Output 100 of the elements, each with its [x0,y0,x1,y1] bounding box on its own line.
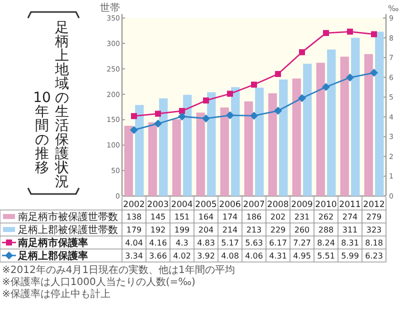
text: ※保護率は人口1000人当たりの人数(=‰) [2,276,196,288]
data-label: 5.17 [221,238,239,248]
y2-axis-title: ‰ [388,4,399,13]
data-label: 6.23 [365,252,383,261]
data-label: 229 [270,226,286,235]
data-label: 202 [270,212,286,222]
point [251,82,257,88]
legend-label: 足柄上郡被保護世帯数 [18,224,118,236]
legend-label: 南足柄市保護率 [17,237,88,250]
data-label: 138 [126,212,142,222]
data-label: 174 [222,212,238,222]
x-tick-label: 2009 [291,200,313,210]
bar [364,54,373,196]
data-label: 3.66 [149,252,167,261]
bar [124,126,133,196]
point [130,126,138,134]
bar [183,94,192,196]
x-tick-label: 2008 [267,200,289,210]
bar [268,93,277,196]
data-label: 214 [222,226,238,235]
data-label: 192 [150,226,166,235]
point [250,112,258,120]
data-label: 7.27 [293,238,311,248]
bar [351,38,360,196]
data-label: 151 [174,212,190,222]
bar [327,50,336,196]
bar [196,112,205,196]
data-label: 186 [246,212,262,222]
x-tick-label: 2005 [195,200,217,210]
x-tick-label: 2012 [363,200,385,210]
data-label: 5.51 [317,252,335,261]
point [202,114,210,122]
data-label: 260 [294,226,310,235]
data-label: 5.99 [341,252,359,261]
point [371,31,377,38]
data-label: 179 [126,226,142,235]
data-label: 4.08 [221,252,239,261]
bar [316,62,325,196]
x-tick-label: 2006 [219,200,241,210]
point [322,83,330,92]
bar [244,101,253,196]
data-label: 6.17 [269,238,287,248]
data-label: 3.92 [197,252,215,261]
data-label: 274 [342,212,358,222]
point [155,110,161,117]
point [323,30,329,36]
x-tick-label: 2003 [147,200,169,210]
point [346,74,354,82]
x-tick-label: 2004 [171,200,193,210]
data-label: 199 [174,226,190,235]
legend-label: 足柄上郡保護率 [17,250,88,262]
bar [375,32,384,196]
data-label: 145 [150,212,166,222]
bar [292,78,301,196]
point [275,70,281,77]
x-tick-label: 2002 [123,200,145,210]
point [347,28,353,35]
point [370,68,378,77]
data-label: 279 [366,212,382,222]
data-label: 4.16 [149,238,167,248]
data-label: 204 [198,226,214,235]
data-label: 262 [318,212,334,222]
data-label: 4.06 [245,252,263,261]
data-label: 164 [198,212,214,222]
bar [340,56,349,196]
data-label: 8.18 [365,238,383,248]
point [178,112,186,120]
point [154,120,162,128]
y-axis-title: 世帯 [100,2,120,14]
legend-label: 南足柄市被保護世帯数 [18,211,118,224]
bar [231,87,240,196]
point [131,113,137,120]
text: ※保護率は停止中も計上 [2,288,110,300]
data-label: 4.04 [125,238,143,248]
bar [172,119,181,196]
data-label: 288 [318,226,334,235]
point [203,97,209,104]
bar [220,108,229,196]
chart-subtitle: 10年間の推移 [33,90,51,176]
data-label: 5.63 [245,238,263,248]
bar [303,64,312,196]
x-tick-label: 2007 [243,200,265,210]
data-label: 311 [342,226,358,235]
bar [255,88,264,196]
data-label: 213 [246,226,262,235]
data-label: 4.02 [173,252,191,261]
bar [279,80,288,196]
point [299,49,305,56]
bar [159,98,168,196]
bar [207,92,216,196]
data-label: 8.31 [341,238,359,248]
chart-title: 足柄上地域の生活保護状況 [55,20,69,190]
data-label: 4.95 [293,252,311,261]
point [227,90,233,97]
x-tick-label: 2010 [315,200,337,210]
data-label: 231 [294,212,310,222]
data-label: 323 [366,226,382,235]
point [226,111,234,120]
bar [135,104,144,196]
data-label: 4.31 [269,252,287,261]
